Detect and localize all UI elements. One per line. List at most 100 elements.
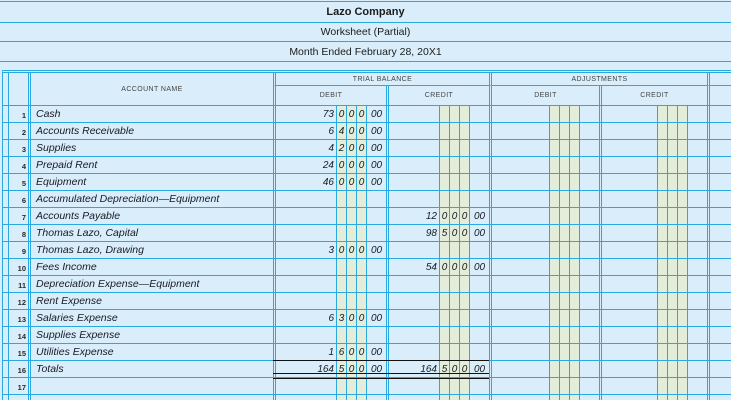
adjustments-debit-cell[interactable] xyxy=(489,140,599,156)
trial-balance-debit-cell[interactable] xyxy=(273,225,386,241)
adjustments-debit-cell[interactable] xyxy=(489,327,599,343)
trial-balance-debit-cell[interactable] xyxy=(273,259,386,275)
account-name-cell[interactable]: Equipment xyxy=(28,174,273,190)
adjustments-credit-cell[interactable] xyxy=(599,191,707,207)
trial-balance-debit-cell[interactable] xyxy=(273,208,386,224)
adjustments-credit-cell[interactable] xyxy=(599,293,707,309)
amount-digit xyxy=(459,344,469,360)
trial-balance-credit-cell[interactable]: 98 5 0 0 00 xyxy=(386,225,489,241)
trial-balance-credit-cell[interactable] xyxy=(386,123,489,139)
trial-balance-debit-cell[interactable]: 3 0 0 0 00 xyxy=(273,242,386,258)
adjustments-debit-cell[interactable] xyxy=(489,191,599,207)
trial-balance-debit-cell[interactable]: 164 5 0 0 00 xyxy=(273,361,386,377)
trial-balance-debit-cell[interactable] xyxy=(273,191,386,207)
adjustments-credit-cell[interactable] xyxy=(599,361,707,377)
trial-balance-debit-cell[interactable]: 46 0 0 0 00 xyxy=(273,174,386,190)
adjustments-credit-cell[interactable] xyxy=(599,157,707,173)
account-name-cell[interactable]: Accounts Payable xyxy=(28,208,273,224)
account-name-cell[interactable] xyxy=(28,378,273,394)
adjustments-credit-cell[interactable] xyxy=(599,123,707,139)
account-name-cell[interactable]: Accumulated Depreciation—Equipment xyxy=(28,191,273,207)
trial-balance-credit-cell[interactable] xyxy=(386,106,489,122)
trial-balance-debit-cell[interactable] xyxy=(273,293,386,309)
adjustments-debit-cell[interactable] xyxy=(489,242,599,258)
trial-balance-credit-cell[interactable]: 164 5 0 0 00 xyxy=(386,361,489,377)
trial-balance-debit-cell[interactable]: 4 2 0 0 00 xyxy=(273,140,386,156)
trial-balance-debit-cell[interactable] xyxy=(273,276,386,292)
adjustments-debit-cell[interactable] xyxy=(489,310,599,326)
trial-balance-debit-cell[interactable]: 73 0 0 0 00 xyxy=(273,106,386,122)
trial-balance-debit-cell[interactable] xyxy=(273,327,386,343)
adjustments-credit-cell[interactable] xyxy=(599,395,707,400)
account-name-cell[interactable]: Fees Income xyxy=(28,259,273,275)
trial-balance-credit-cell[interactable] xyxy=(386,157,489,173)
adjustments-debit-cell[interactable] xyxy=(489,225,599,241)
adjustments-debit-cell[interactable] xyxy=(489,378,599,394)
trial-balance-credit-cell[interactable] xyxy=(386,140,489,156)
account-name-cell[interactable]: Rent Expense xyxy=(28,293,273,309)
trial-balance-debit-cell[interactable] xyxy=(273,378,386,394)
account-name-cell[interactable]: Supplies xyxy=(28,140,273,156)
account-name-cell[interactable] xyxy=(28,395,273,400)
trial-balance-debit-header: DEBIT xyxy=(273,86,386,105)
account-name-cell[interactable]: Supplies Expense xyxy=(28,327,273,343)
trial-balance-credit-cell[interactable] xyxy=(386,293,489,309)
trial-balance-credit-cell[interactable] xyxy=(386,276,489,292)
adjustments-debit-cell[interactable] xyxy=(489,157,599,173)
adjustments-credit-cell[interactable] xyxy=(599,140,707,156)
trial-balance-credit-cell[interactable]: 54 0 0 0 00 xyxy=(386,259,489,275)
account-name-cell[interactable]: Totals xyxy=(28,361,273,377)
adjustments-debit-cell[interactable] xyxy=(489,361,599,377)
adjustments-credit-cell[interactable] xyxy=(599,344,707,360)
account-name-cell[interactable]: Accounts Receivable xyxy=(28,123,273,139)
adjustments-credit-cell[interactable] xyxy=(599,208,707,224)
adjustments-credit-cell[interactable] xyxy=(599,259,707,275)
next-section-cell xyxy=(707,174,731,190)
amount-cents xyxy=(469,327,489,343)
trial-balance-credit-cell[interactable] xyxy=(386,191,489,207)
account-name-cell[interactable]: Prepaid Rent xyxy=(28,157,273,173)
trial-balance-credit-cell[interactable] xyxy=(386,344,489,360)
amount-digit xyxy=(569,242,579,258)
adjustments-debit-cell[interactable] xyxy=(489,123,599,139)
credit-label: CREDIT xyxy=(640,92,669,99)
account-name-cell[interactable]: Utilities Expense xyxy=(28,344,273,360)
trial-balance-debit-cell[interactable] xyxy=(273,395,386,400)
adjustments-credit-cell[interactable] xyxy=(599,276,707,292)
trial-balance-credit-cell[interactable] xyxy=(386,395,489,400)
amount-cents xyxy=(579,259,599,275)
trial-balance-debit-cell[interactable]: 6 4 0 0 00 xyxy=(273,123,386,139)
trial-balance-credit-cell[interactable] xyxy=(386,242,489,258)
trial-balance-credit-cell[interactable] xyxy=(386,378,489,394)
trial-balance-debit-cell[interactable]: 24 0 0 0 00 xyxy=(273,157,386,173)
adjustments-credit-cell[interactable] xyxy=(599,225,707,241)
trial-balance-debit-cell[interactable]: 6 3 0 0 00 xyxy=(273,310,386,326)
adjustments-credit-cell[interactable] xyxy=(599,378,707,394)
adjustments-debit-cell[interactable] xyxy=(489,276,599,292)
adjustments-credit-cell[interactable] xyxy=(599,242,707,258)
trial-balance-credit-cell[interactable] xyxy=(386,174,489,190)
adjustments-credit-cell[interactable] xyxy=(599,106,707,122)
adjustments-debit-cell[interactable] xyxy=(489,208,599,224)
account-name-cell[interactable]: Cash xyxy=(28,106,273,122)
adjustments-debit-cell[interactable] xyxy=(489,395,599,400)
adjustments-credit-cell[interactable] xyxy=(599,327,707,343)
trial-balance-debit-cell[interactable]: 1 6 0 0 00 xyxy=(273,344,386,360)
amount-main xyxy=(389,191,439,207)
trial-balance-credit-cell[interactable] xyxy=(386,310,489,326)
account-name-cell[interactable]: Thomas Lazo, Drawing xyxy=(28,242,273,258)
adjustments-debit-cell[interactable] xyxy=(489,344,599,360)
account-name-cell[interactable]: Salaries Expense xyxy=(28,310,273,326)
trial-balance-credit-cell[interactable] xyxy=(386,327,489,343)
trial-balance-credit-cell[interactable]: 12 0 0 0 00 xyxy=(386,208,489,224)
adjustments-credit-cell[interactable] xyxy=(599,174,707,190)
adjustments-debit-cell[interactable] xyxy=(489,259,599,275)
account-name-cell[interactable]: Depreciation Expense—Equipment xyxy=(28,276,273,292)
adjustments-credit-header: CREDIT xyxy=(599,86,707,105)
adjustments-debit-cell[interactable] xyxy=(489,174,599,190)
account-name-cell[interactable]: Thomas Lazo, Capital xyxy=(28,225,273,241)
adjustments-debit-cell[interactable] xyxy=(489,293,599,309)
adjustments-credit-cell[interactable] xyxy=(599,310,707,326)
adjustments-debit-cell[interactable] xyxy=(489,106,599,122)
amount-digit xyxy=(439,191,449,207)
